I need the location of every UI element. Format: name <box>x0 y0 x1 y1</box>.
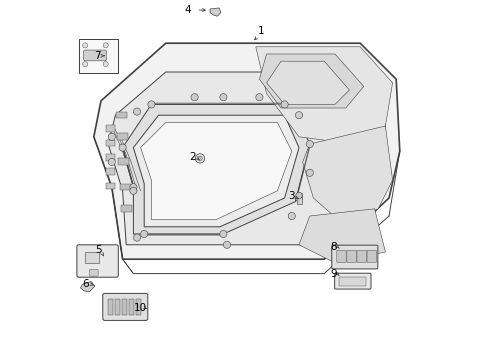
Circle shape <box>103 43 108 48</box>
Bar <box>116 112 127 118</box>
Bar <box>106 140 116 146</box>
Text: 6: 6 <box>83 279 89 289</box>
Polygon shape <box>299 209 386 263</box>
Text: 3: 3 <box>289 191 295 201</box>
Bar <box>79 39 118 73</box>
Circle shape <box>133 234 141 241</box>
Circle shape <box>133 108 141 115</box>
Polygon shape <box>303 126 392 223</box>
Bar <box>85 252 99 263</box>
Circle shape <box>83 43 88 48</box>
Circle shape <box>148 101 155 108</box>
FancyBboxPatch shape <box>90 269 98 276</box>
Circle shape <box>119 144 126 151</box>
Polygon shape <box>267 61 349 104</box>
Polygon shape <box>210 8 221 16</box>
Circle shape <box>220 94 227 101</box>
Bar <box>115 299 120 315</box>
Circle shape <box>198 156 202 161</box>
FancyBboxPatch shape <box>77 245 118 277</box>
Circle shape <box>108 133 116 140</box>
Polygon shape <box>133 115 299 227</box>
Circle shape <box>130 187 137 194</box>
Circle shape <box>296 192 302 199</box>
FancyBboxPatch shape <box>103 293 148 320</box>
Bar <box>129 299 134 315</box>
Polygon shape <box>141 122 292 220</box>
Circle shape <box>83 62 88 67</box>
Bar <box>119 158 129 165</box>
Bar <box>339 277 367 286</box>
Polygon shape <box>108 72 386 245</box>
Circle shape <box>281 101 288 108</box>
Circle shape <box>256 94 263 101</box>
FancyBboxPatch shape <box>332 245 378 269</box>
Bar <box>120 184 130 190</box>
Bar <box>106 168 116 175</box>
Circle shape <box>103 62 108 67</box>
FancyBboxPatch shape <box>337 250 346 262</box>
Bar <box>121 205 132 212</box>
Bar <box>122 299 127 315</box>
Text: 7: 7 <box>94 51 101 61</box>
FancyBboxPatch shape <box>367 250 376 262</box>
FancyBboxPatch shape <box>357 250 367 262</box>
Text: 9: 9 <box>330 269 337 279</box>
Polygon shape <box>122 104 310 234</box>
Text: 5: 5 <box>95 245 101 255</box>
Bar <box>106 125 116 132</box>
FancyBboxPatch shape <box>84 50 106 61</box>
Circle shape <box>196 154 205 163</box>
Circle shape <box>295 112 303 119</box>
Bar <box>106 154 116 161</box>
Circle shape <box>295 194 303 202</box>
Circle shape <box>306 140 314 148</box>
Circle shape <box>141 230 148 238</box>
Circle shape <box>108 158 116 166</box>
Bar <box>108 299 113 315</box>
Bar <box>106 183 116 189</box>
Polygon shape <box>256 47 392 144</box>
FancyBboxPatch shape <box>335 273 371 289</box>
Text: 1: 1 <box>258 26 265 36</box>
Circle shape <box>130 184 137 191</box>
Circle shape <box>223 241 231 248</box>
Bar <box>136 299 141 315</box>
Bar <box>297 193 301 204</box>
Circle shape <box>191 94 198 101</box>
Text: 2: 2 <box>190 152 196 162</box>
Polygon shape <box>80 282 95 292</box>
Circle shape <box>306 169 314 176</box>
Bar <box>117 133 128 140</box>
Polygon shape <box>94 43 400 259</box>
Circle shape <box>220 230 227 238</box>
FancyBboxPatch shape <box>347 250 356 262</box>
Text: 4: 4 <box>184 5 191 15</box>
Polygon shape <box>259 54 364 108</box>
Text: 10: 10 <box>133 303 147 313</box>
Circle shape <box>288 212 295 220</box>
Text: 8: 8 <box>330 242 337 252</box>
